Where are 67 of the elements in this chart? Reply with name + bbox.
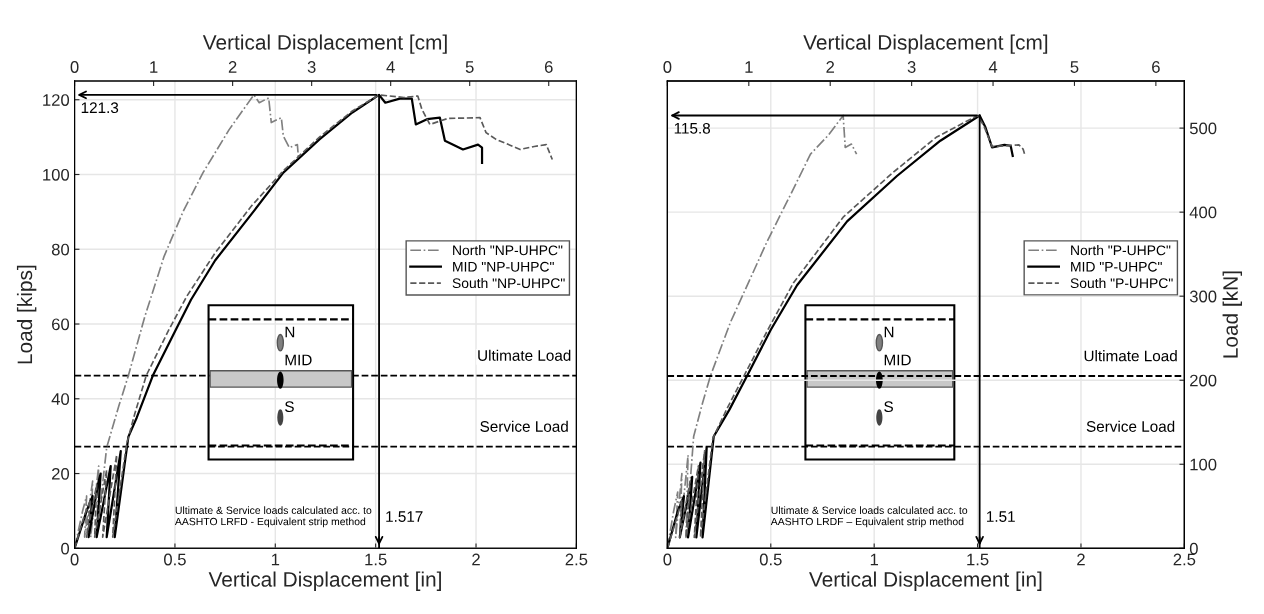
legend-label: South "NP-UHPC" (452, 277, 565, 289)
annotation: Ultimate & Service loads calculated acc. to AASHTO LRDF – Equivalent strip method (770, 506, 968, 528)
legend-label: South "P-UHPC" (1070, 277, 1173, 289)
y2-tick-label: 400 (1189, 206, 1217, 219)
y2-axis-title: Load [kN] (1222, 271, 1243, 358)
ref-line-label: Ultimate Load (1084, 350, 1177, 362)
y-axis-title: Load [kips] (16, 265, 37, 364)
annotation: S (884, 401, 893, 413)
ref-line-label: Ultimate Load (478, 349, 571, 361)
x-tick-label: 2.5 (565, 553, 588, 566)
annotation: S (285, 401, 294, 413)
x-tick-label: 0.5 (759, 553, 782, 566)
y-tick-label: 20 (52, 467, 70, 480)
x-tick-label: 1 (271, 553, 280, 566)
x-tick-label: 0 (663, 553, 672, 566)
ref-line-label: Service Load (1086, 420, 1175, 432)
x-axis-title: Vertical Displacement [in] (208, 571, 441, 591)
annotation: MID (285, 354, 312, 366)
annotation: N (884, 326, 894, 338)
x2-tick-label: 5 (1070, 61, 1079, 73)
x2-tick-label: 0 (663, 61, 672, 73)
annotation: 121.3 (81, 102, 119, 114)
y-tick-label: 0 (61, 542, 70, 555)
annotation: Ultimate & Service loads calculated acc. to AASHTO LRFD - Equivalent strip method (174, 506, 372, 528)
legend-label: MID "NP-UHPC" (453, 261, 554, 272)
y2-tick-label: 200 (1190, 374, 1217, 387)
x2-axis-title: Vertical Displacement [cm] (202, 34, 447, 54)
legend-label: North "NP-UHPC" (453, 245, 563, 256)
x2-tick-label: 3 (907, 61, 916, 73)
x2-tick-label: 4 (988, 61, 998, 73)
legend-label: North "P-UHPC" (1071, 245, 1171, 256)
x2-axis-title: Vertical Displacement [cm] (803, 34, 1048, 54)
x-tick-label: 1.5 (365, 553, 387, 566)
y-tick-label: 40 (51, 393, 70, 405)
x2-tick-label: 6 (544, 61, 553, 73)
annotation: MID (884, 354, 911, 366)
legend-label: MID "P-UHPC" (1071, 261, 1162, 272)
x2-tick-label: 2 (826, 61, 835, 73)
x2-tick-label: 4 (386, 61, 395, 73)
y2-tick-label: 0 (1189, 542, 1198, 555)
x2-tick-label: 5 (465, 61, 474, 73)
x-tick-label: 2 (472, 553, 480, 566)
x-tick-label: 1.5 (967, 553, 989, 566)
x-tick-label: 0.5 (164, 553, 186, 566)
x-tick-label: 1 (870, 553, 878, 566)
x-tick-label: 2 (1077, 553, 1085, 566)
x2-tick-label: 1 (745, 61, 753, 73)
ref-line-label: Service Load (480, 420, 568, 432)
x2-tick-label: 0 (70, 61, 79, 73)
annotation: 115.8 (674, 122, 711, 134)
x2-tick-label: 1 (150, 61, 158, 73)
x2-tick-label: 3 (307, 61, 316, 73)
y2-tick-label: 300 (1189, 290, 1217, 303)
y-tick-label: 120 (43, 94, 70, 106)
x-tick-label: 2.5 (1173, 553, 1196, 566)
x-tick-label: 0 (70, 553, 79, 566)
y-tick-label: 60 (52, 318, 70, 331)
ref-line-label: 1.51 (987, 511, 1015, 522)
x2-tick-label: 6 (1152, 61, 1160, 73)
annotation: N (285, 326, 295, 338)
y2-tick-label: 500 (1189, 122, 1217, 135)
x-axis-title: Vertical Displacement [in] (809, 571, 1042, 591)
ref-line-label: 1.517 (386, 511, 423, 522)
y-tick-label: 80 (51, 243, 70, 256)
y-tick-label: 100 (43, 168, 70, 181)
y2-tick-label: 100 (1190, 458, 1217, 471)
x2-tick-label: 2 (228, 61, 237, 73)
